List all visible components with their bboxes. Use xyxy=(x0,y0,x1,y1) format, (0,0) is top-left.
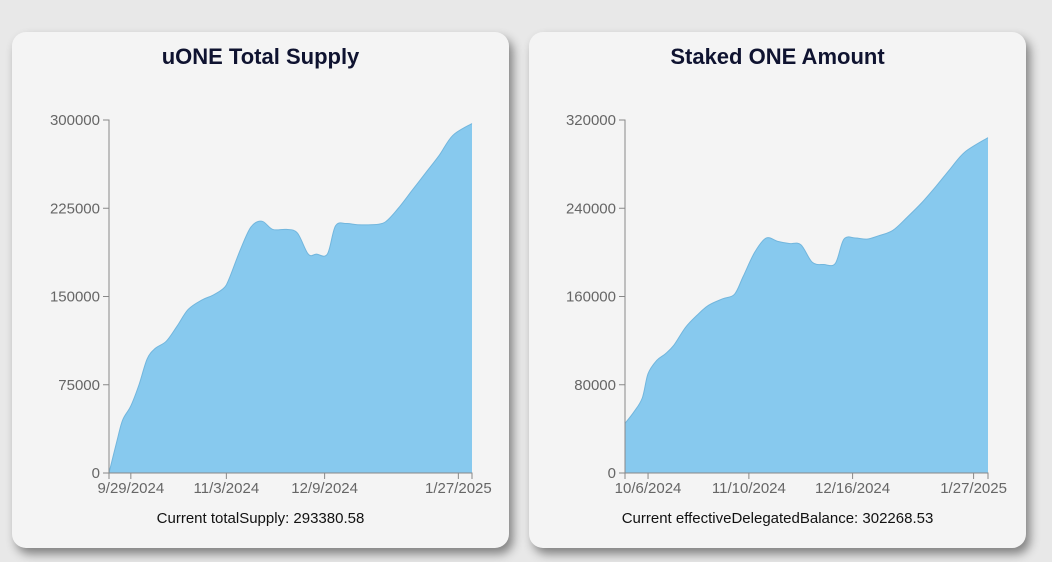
x-tick-label: 12/16/2024 xyxy=(815,480,890,497)
x-axis-line xyxy=(108,472,473,479)
x-tick-label: 1/27/2025 xyxy=(425,480,492,497)
current-value-text: Current totalSupply: 293380.58 xyxy=(156,510,365,527)
chart-card-total-supply: 0 75000 150000 225000 300000 9/29/2024 11/3/20… xyxy=(12,32,509,548)
y-tick-label: 160000 xyxy=(566,289,616,306)
chart-title: Staked ONE Amount xyxy=(670,44,885,69)
y-tick-label: 75000 xyxy=(58,377,100,394)
y-tick-label: 225000 xyxy=(50,200,100,217)
x-tick-label: 11/10/2024 xyxy=(712,480,786,497)
x-tick-label: 9/29/2024 xyxy=(97,480,164,497)
x-tick-label: 10/6/2024 xyxy=(615,480,682,497)
area-series-line xyxy=(108,123,473,474)
area-chart-staked-amount: 0 80000 160000 240000 320000 10/6/2024 11/10/2… xyxy=(566,112,1007,497)
y-tick-label: 320000 xyxy=(566,112,616,129)
x-tick-label: 1/27/2025 xyxy=(940,480,1007,497)
y-tick-label: 80000 xyxy=(574,377,616,394)
y-tick-label: 240000 xyxy=(566,200,616,217)
chart-title: uONE Total Supply xyxy=(161,44,360,69)
chart-card-staked-amount: 0 80000 160000 240000 320000 10/6/2024 11/10/2… xyxy=(529,32,1026,548)
x-tick-label: 11/3/2024 xyxy=(194,480,260,497)
area-series xyxy=(625,137,988,473)
area-series-line xyxy=(624,137,989,424)
x-tick-label: 12/9/2024 xyxy=(291,480,358,497)
current-value-text: Current effectiveDelegatedBalance: 30226… xyxy=(621,510,934,527)
x-axis-line xyxy=(624,472,989,479)
y-tick-label: 300000 xyxy=(50,112,100,129)
y-tick-label: 150000 xyxy=(50,289,100,306)
area-chart-total-supply: 0 75000 150000 225000 300000 9/29/2024 11/3/20… xyxy=(50,112,492,497)
y-tick-label: 0 xyxy=(608,465,616,482)
y-tick-label: 0 xyxy=(92,465,100,482)
area-series xyxy=(109,123,472,473)
